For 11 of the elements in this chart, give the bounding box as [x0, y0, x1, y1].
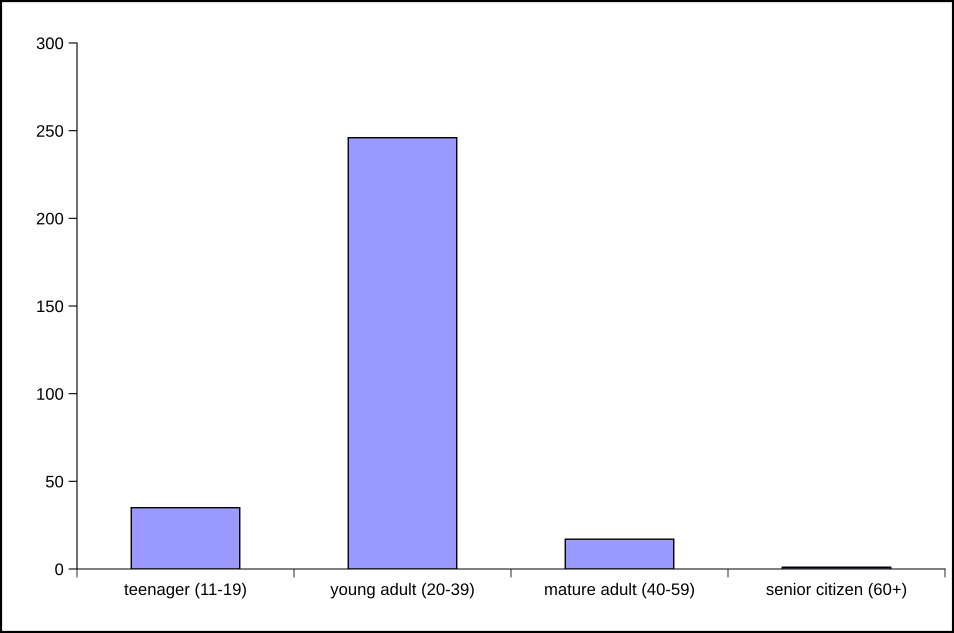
y-tick-label: 200: [36, 212, 64, 225]
x-tick-label: senior citizen (60+): [766, 582, 906, 598]
y-tick-label: 100: [37, 388, 64, 400]
y-tick-label: 250: [36, 125, 64, 137]
y-tick-label: 150: [37, 300, 64, 312]
y-tick-label: 300: [36, 37, 64, 50]
y-tick-label: 0: [55, 563, 64, 576]
x-tick-label: young adult (20-39): [330, 582, 474, 598]
x-tick-label: teenager (11-19): [124, 582, 246, 598]
x-tick-label: mature adult (40-59): [545, 582, 694, 598]
y-tick-label: 50: [46, 476, 64, 488]
